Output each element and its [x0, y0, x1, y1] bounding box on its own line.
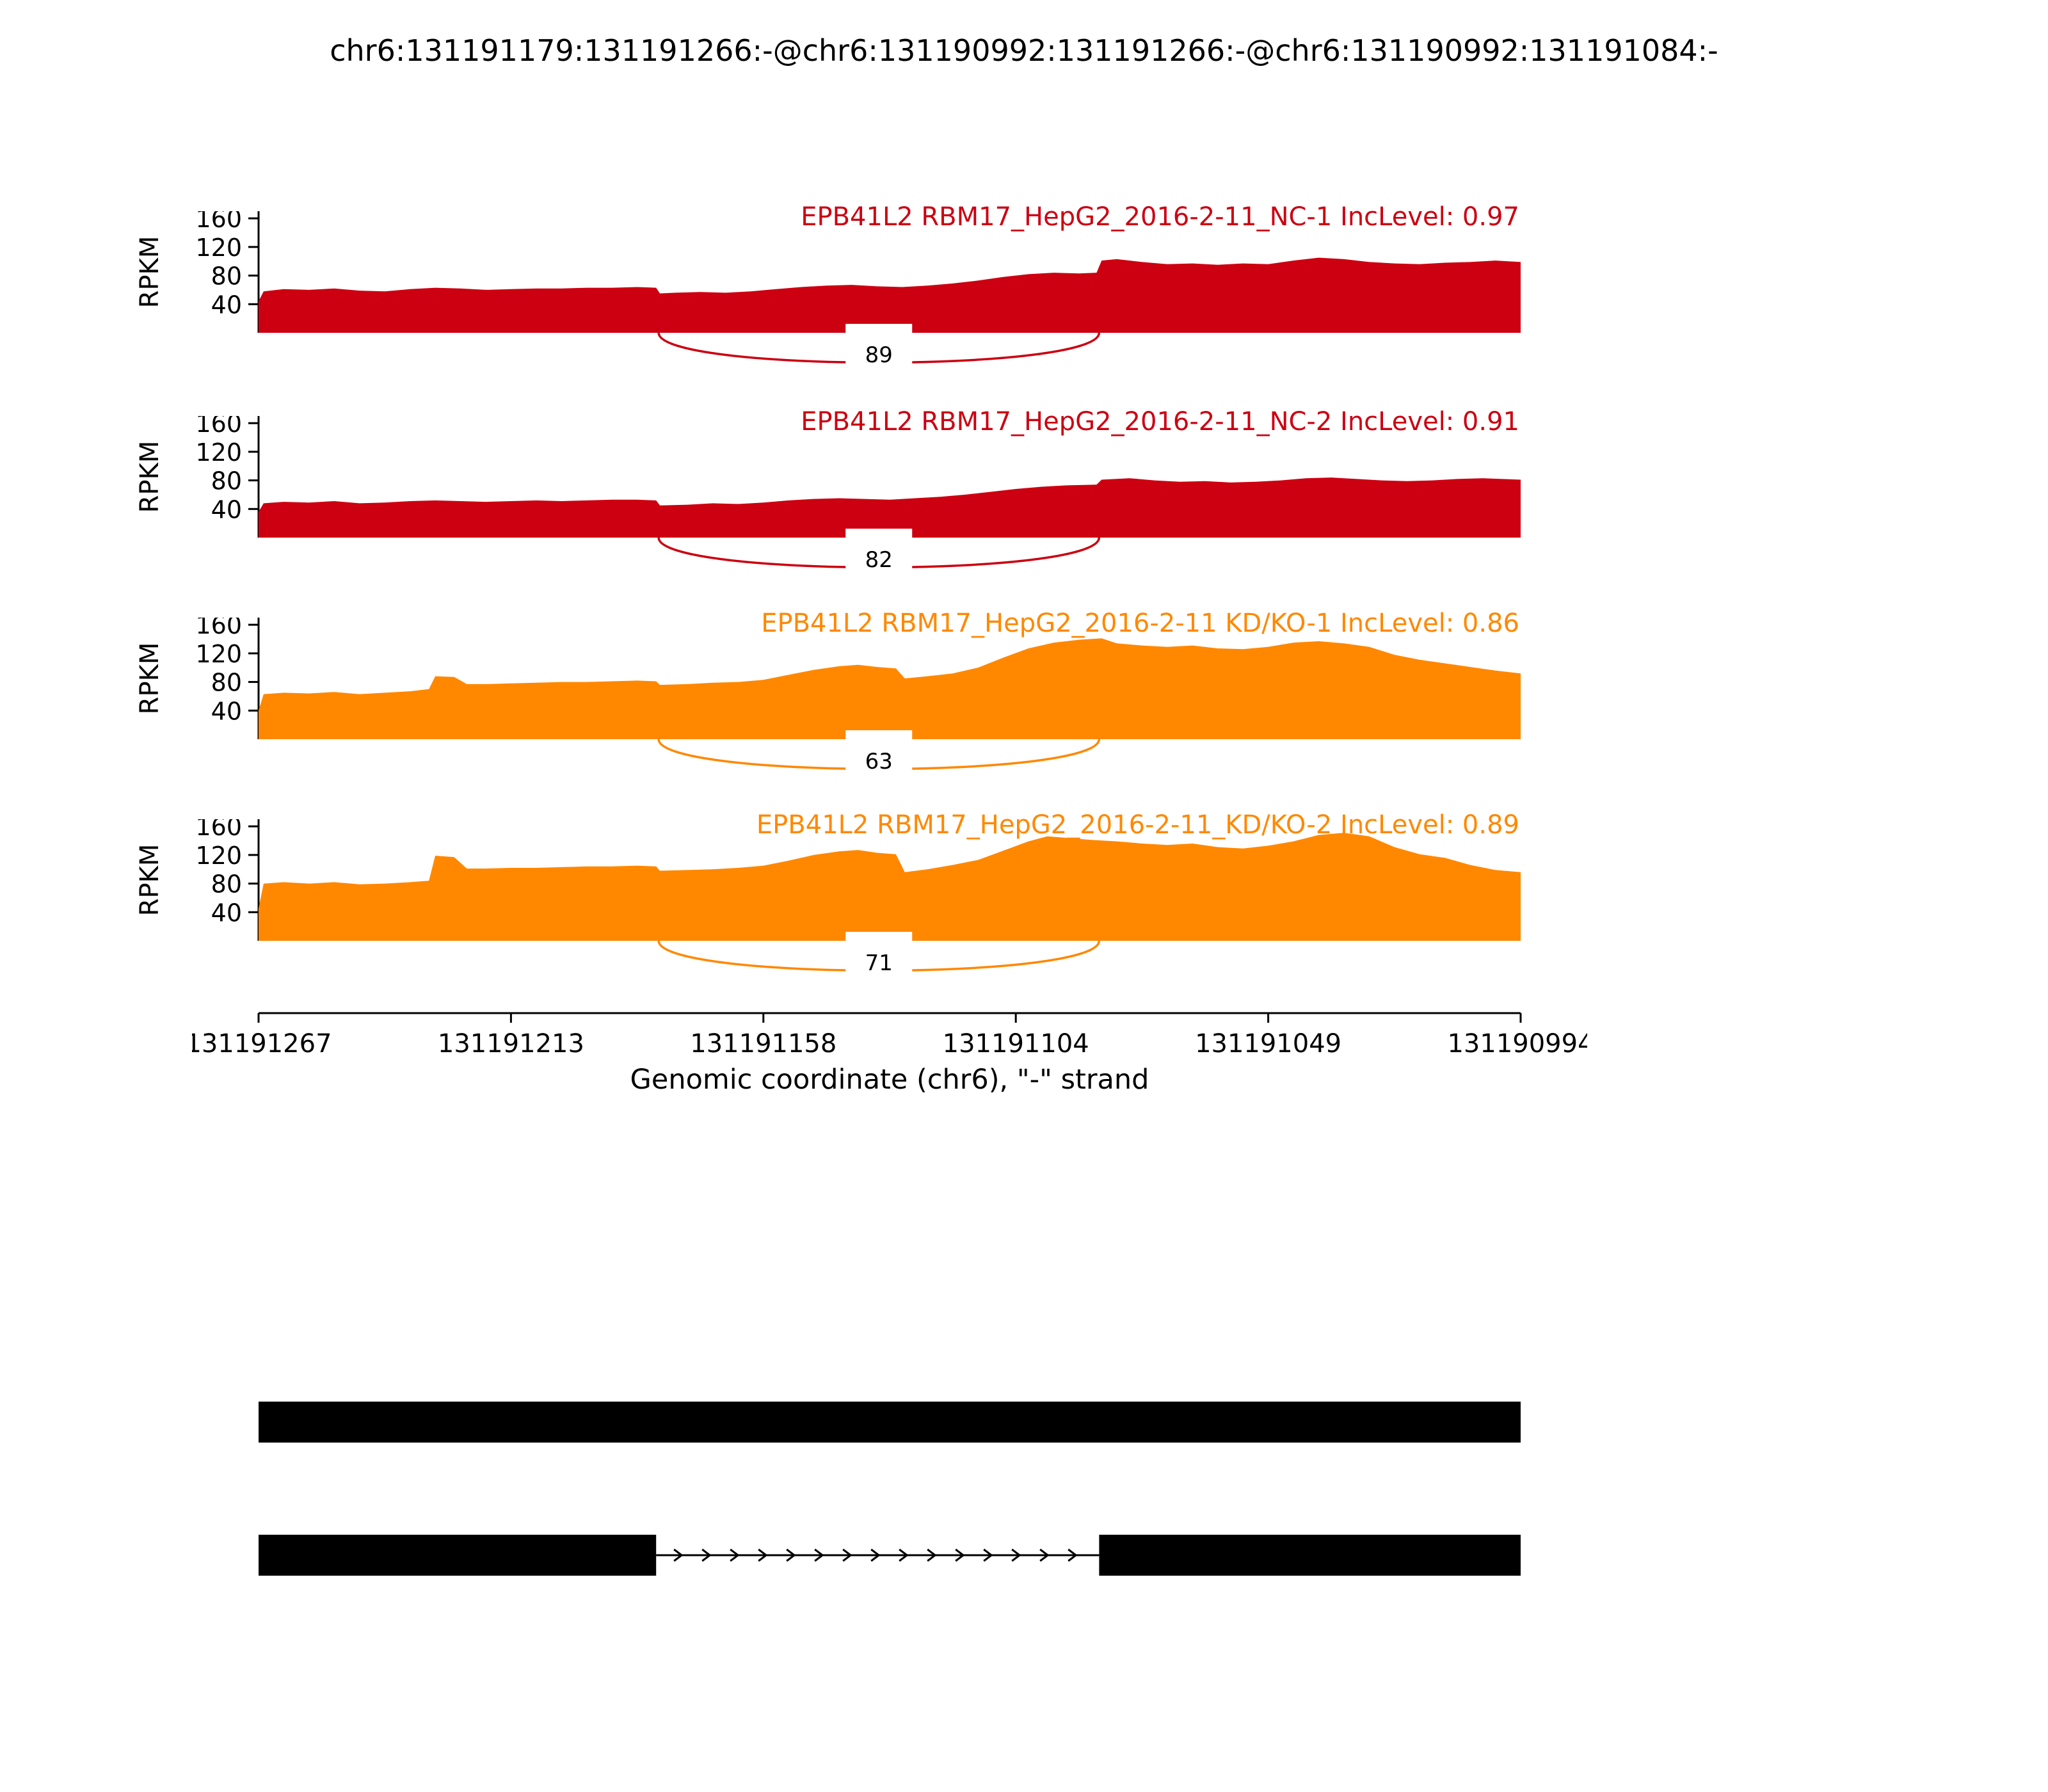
- y-tick-label: 80: [211, 467, 242, 495]
- x-tick-label: 131191049: [1195, 1029, 1341, 1059]
- track-title-0: EPB41L2 RBM17_HepG2_2016-2-11_NC-1 IncLe…: [801, 202, 1519, 232]
- y-tick-label: 160: [195, 211, 242, 233]
- y-tick-label: 160: [195, 819, 242, 841]
- intron-arrow-icon: [983, 1548, 993, 1562]
- x-tick-label: 131190994: [1447, 1029, 1587, 1059]
- intron-arrow-icon: [899, 1548, 909, 1562]
- track-kdko2: RPKM EPB41L2 RBM17_HepG2_2016-2-11_KD/KO…: [128, 810, 1523, 986]
- intron-arrow-icon: [730, 1548, 740, 1562]
- x-axis-svg: 131191267 131191213 131191158 131191104 1311…: [192, 1012, 1587, 1059]
- coverage-area: [259, 477, 1521, 538]
- intron-arrow-icon: [814, 1548, 824, 1562]
- intron-arrow-icon: [955, 1548, 965, 1562]
- intron-arrow-icon: [786, 1548, 796, 1562]
- y-axis-label: RPKM: [135, 440, 164, 513]
- y-tick-label: 80: [211, 870, 242, 899]
- intron-arrow-icon: [1068, 1548, 1078, 1562]
- y-tick-label: 40: [211, 697, 242, 725]
- junction-count: 89: [865, 342, 893, 368]
- coverage-area: [259, 833, 1521, 941]
- intron-arrow-icon: [927, 1548, 937, 1562]
- y-tick-label: 40: [211, 899, 242, 927]
- y-tick-label: 80: [211, 669, 242, 697]
- x-axis-title: Genomic coordinate (chr6), "-" strand: [630, 1064, 1149, 1096]
- intron-arrow-icon: [870, 1548, 881, 1562]
- y-tick-label: 120: [195, 234, 242, 262]
- y-tick-label: 40: [211, 495, 242, 524]
- x-tick-label: 131191213: [438, 1029, 584, 1059]
- y-axis-label: RPKM: [135, 236, 164, 308]
- track-nc1: RPKM EPB41L2 RBM17_HepG2_2016-2-11_NC-1 …: [128, 202, 1523, 378]
- x-tick-label: 131191158: [690, 1029, 836, 1059]
- track-title-1: EPB41L2 RBM17_HepG2_2016-2-11_NC-2 IncLe…: [801, 407, 1519, 436]
- track-title-3: EPB41L2 RBM17_HepG2_2016-2-11_KD/KO-2 In…: [756, 810, 1519, 840]
- coverage-area: [259, 257, 1521, 333]
- track-kdko1: RPKM EPB41L2 RBM17_HepG2_2016-2-11 KD/KO…: [128, 609, 1523, 784]
- y-tick-label: 80: [211, 262, 242, 291]
- y-tick-label: 40: [211, 291, 242, 319]
- track-title-2: EPB41L2 RBM17_HepG2_2016-2-11 KD/KO-1 In…: [761, 609, 1519, 638]
- exon-block: [259, 1402, 1521, 1443]
- junction-count: 82: [865, 547, 893, 573]
- intron-arrow-icon: [758, 1548, 768, 1562]
- junction-count-bg: [845, 324, 913, 367]
- intron-arrow-icon: [1039, 1548, 1050, 1562]
- coverage-area: [259, 638, 1521, 739]
- exon-block: [259, 1535, 657, 1576]
- y-axis-label: RPKM: [135, 844, 164, 916]
- y-tick-label: 160: [195, 618, 242, 639]
- y-tick-label: 120: [195, 842, 242, 870]
- y-tick-label: 120: [195, 640, 242, 668]
- y-tick-label: 160: [195, 416, 242, 438]
- track-nc2: RPKM EPB41L2 RBM17_HepG2_2016-2-11_NC-2 …: [128, 407, 1523, 582]
- y-axis-label: RPKM: [135, 642, 164, 715]
- y-tick-label: 120: [195, 438, 242, 467]
- gene-structure-svg: [259, 1402, 1521, 1576]
- intron-arrow-icon: [842, 1548, 852, 1562]
- junction-count-bg: [845, 529, 913, 572]
- intron-arrow-icon: [701, 1548, 712, 1562]
- junction-count-bg: [845, 932, 913, 975]
- junction-count-bg: [845, 730, 913, 774]
- figure-title: chr6:131191179:131191266:-@chr6:13119099…: [330, 33, 1718, 68]
- junction-count: 63: [865, 749, 893, 774]
- x-tick-label: 131191104: [943, 1029, 1089, 1059]
- intron-arrow-icon: [673, 1548, 684, 1562]
- exon-block: [1099, 1535, 1521, 1576]
- intron-arrow-icon: [1011, 1548, 1021, 1562]
- x-tick-label: 131191267: [192, 1029, 332, 1059]
- junction-count: 71: [865, 950, 893, 976]
